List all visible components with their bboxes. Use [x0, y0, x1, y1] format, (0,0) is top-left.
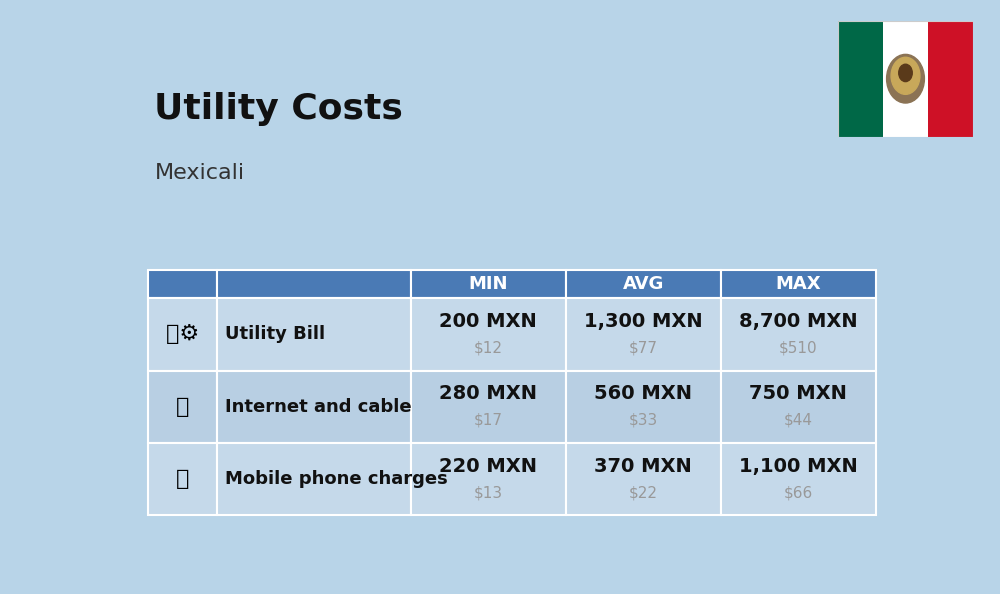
- FancyBboxPatch shape: [148, 443, 217, 515]
- Bar: [838, 21, 883, 137]
- Text: 220 MXN: 220 MXN: [439, 457, 537, 476]
- Text: 📱: 📱: [176, 469, 190, 489]
- Text: 8,700 MXN: 8,700 MXN: [739, 312, 858, 331]
- FancyBboxPatch shape: [566, 443, 721, 515]
- Text: 750 MXN: 750 MXN: [749, 384, 847, 403]
- FancyBboxPatch shape: [217, 371, 411, 443]
- Text: Mexicali: Mexicali: [154, 163, 245, 183]
- Text: $33: $33: [629, 413, 658, 428]
- FancyBboxPatch shape: [411, 443, 566, 515]
- FancyBboxPatch shape: [411, 298, 566, 371]
- Circle shape: [891, 57, 920, 94]
- FancyBboxPatch shape: [217, 270, 411, 298]
- Text: 200 MXN: 200 MXN: [439, 312, 537, 331]
- Text: $77: $77: [629, 341, 658, 356]
- Circle shape: [887, 55, 924, 103]
- Text: MIN: MIN: [468, 275, 508, 293]
- Text: $44: $44: [784, 413, 813, 428]
- Circle shape: [899, 64, 912, 81]
- FancyBboxPatch shape: [217, 443, 411, 515]
- FancyBboxPatch shape: [721, 443, 876, 515]
- Text: $66: $66: [784, 485, 813, 500]
- Bar: [883, 21, 928, 137]
- Text: $12: $12: [474, 341, 503, 356]
- FancyBboxPatch shape: [217, 298, 411, 371]
- FancyBboxPatch shape: [148, 298, 217, 371]
- FancyBboxPatch shape: [566, 371, 721, 443]
- Text: 1,300 MXN: 1,300 MXN: [584, 312, 703, 331]
- Text: Internet and cable: Internet and cable: [225, 397, 412, 416]
- FancyBboxPatch shape: [148, 270, 217, 298]
- Text: AVG: AVG: [623, 275, 664, 293]
- Text: 560 MXN: 560 MXN: [594, 384, 692, 403]
- Text: $510: $510: [779, 341, 818, 356]
- Text: Mobile phone charges: Mobile phone charges: [225, 470, 448, 488]
- Text: Utility Costs: Utility Costs: [154, 92, 403, 126]
- Text: $17: $17: [474, 413, 503, 428]
- Text: MAX: MAX: [776, 275, 821, 293]
- Bar: [928, 21, 973, 137]
- FancyBboxPatch shape: [148, 371, 217, 443]
- FancyBboxPatch shape: [721, 298, 876, 371]
- FancyBboxPatch shape: [566, 298, 721, 371]
- Text: 1,100 MXN: 1,100 MXN: [739, 457, 858, 476]
- Text: Utility Bill: Utility Bill: [225, 326, 325, 343]
- FancyBboxPatch shape: [721, 371, 876, 443]
- FancyBboxPatch shape: [721, 270, 876, 298]
- Text: $13: $13: [474, 485, 503, 500]
- FancyBboxPatch shape: [411, 270, 566, 298]
- Text: 📶: 📶: [176, 397, 190, 416]
- Text: $22: $22: [629, 485, 658, 500]
- Text: 370 MXN: 370 MXN: [594, 457, 692, 476]
- Text: 🔌⚙️: 🔌⚙️: [166, 324, 200, 345]
- Text: 280 MXN: 280 MXN: [439, 384, 537, 403]
- FancyBboxPatch shape: [566, 270, 721, 298]
- FancyBboxPatch shape: [411, 371, 566, 443]
